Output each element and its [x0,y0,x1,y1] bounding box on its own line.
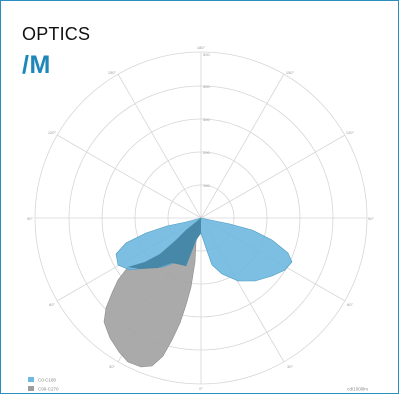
angle-label-120-right: 120° [346,130,355,135]
angle-label-30-left: 30° [109,364,115,369]
legend: C0-C180 C90-C270 [28,377,59,392]
ring-label-5: 500 [203,52,210,57]
angle-label-bottom: 0° [199,386,203,391]
ring-value-labels: 100 200 300 400 500 [203,52,210,188]
legend-swatch-c90-c270 [28,386,34,391]
optics-title: OPTICS [22,24,91,44]
angle-label-90-left: 90° [27,216,33,221]
ring-label-2: 200 [203,150,210,155]
ring-label-1: 100 [203,183,210,188]
angle-label-top: 180° [197,45,206,50]
optic-code: /M [22,51,51,79]
distribution-overlap-area [128,218,201,269]
angle-label-90-right: 90° [368,216,374,221]
legend-label-c0-c180: C0-C180 [38,378,57,383]
ring-label-4: 400 [203,84,210,89]
angle-label-60-left: 60° [49,302,55,307]
angle-label-150-left: 150° [108,70,117,75]
angle-label-30-right: 30° [287,364,293,369]
angle-labels: 180° 150° 120° 90° 60° 30° 0° 30° 60° 90… [27,45,374,391]
ring-label-3: 300 [203,117,210,122]
legend-swatch-c0-c180 [28,377,34,382]
angle-label-60-right: 60° [347,302,353,307]
units-footer: cd/1000lm [347,387,368,392]
angle-label-120-left: 120° [48,130,57,135]
angle-label-150-right: 150° [286,70,295,75]
legend-label-c90-c270: C90-C270 [38,387,59,392]
